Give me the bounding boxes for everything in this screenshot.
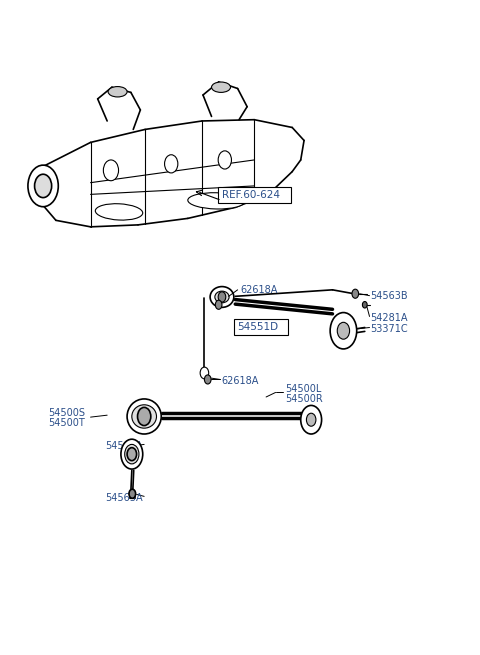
Circle shape (35, 174, 52, 198)
FancyBboxPatch shape (234, 319, 288, 335)
Circle shape (165, 155, 178, 173)
Ellipse shape (108, 86, 127, 97)
Circle shape (137, 407, 151, 426)
Text: 54563B: 54563B (371, 291, 408, 301)
Circle shape (103, 160, 119, 181)
Text: 54584A: 54584A (105, 441, 142, 451)
FancyBboxPatch shape (218, 187, 291, 204)
Text: 62618A: 62618A (240, 285, 277, 295)
Text: 53371C: 53371C (371, 324, 408, 334)
Ellipse shape (125, 444, 139, 464)
Circle shape (306, 413, 316, 426)
Text: 54500R: 54500R (285, 394, 323, 404)
Ellipse shape (121, 440, 143, 469)
Text: 54551D: 54551D (238, 322, 279, 332)
Ellipse shape (210, 287, 234, 307)
Text: 54551D: 54551D (240, 322, 278, 333)
Circle shape (204, 375, 211, 384)
Text: 54500L: 54500L (285, 384, 322, 394)
Text: 54281A: 54281A (371, 312, 408, 323)
Circle shape (301, 405, 322, 434)
Text: 54500S: 54500S (48, 408, 85, 419)
Ellipse shape (212, 82, 230, 92)
Circle shape (218, 151, 231, 169)
Circle shape (352, 290, 359, 298)
Text: 54500T: 54500T (48, 418, 84, 428)
Ellipse shape (215, 291, 229, 303)
Text: 54565A: 54565A (105, 493, 143, 502)
Text: REF.60-624: REF.60-624 (222, 190, 280, 200)
Circle shape (362, 301, 367, 308)
Ellipse shape (96, 204, 143, 220)
Circle shape (200, 367, 209, 379)
Text: 62618A: 62618A (221, 376, 258, 386)
Circle shape (129, 489, 136, 498)
Circle shape (337, 322, 349, 339)
Circle shape (28, 165, 58, 207)
Circle shape (216, 300, 222, 309)
Circle shape (127, 447, 137, 460)
Circle shape (330, 312, 357, 349)
Ellipse shape (127, 399, 161, 434)
Ellipse shape (132, 405, 156, 428)
Ellipse shape (188, 193, 245, 209)
Circle shape (218, 291, 226, 302)
